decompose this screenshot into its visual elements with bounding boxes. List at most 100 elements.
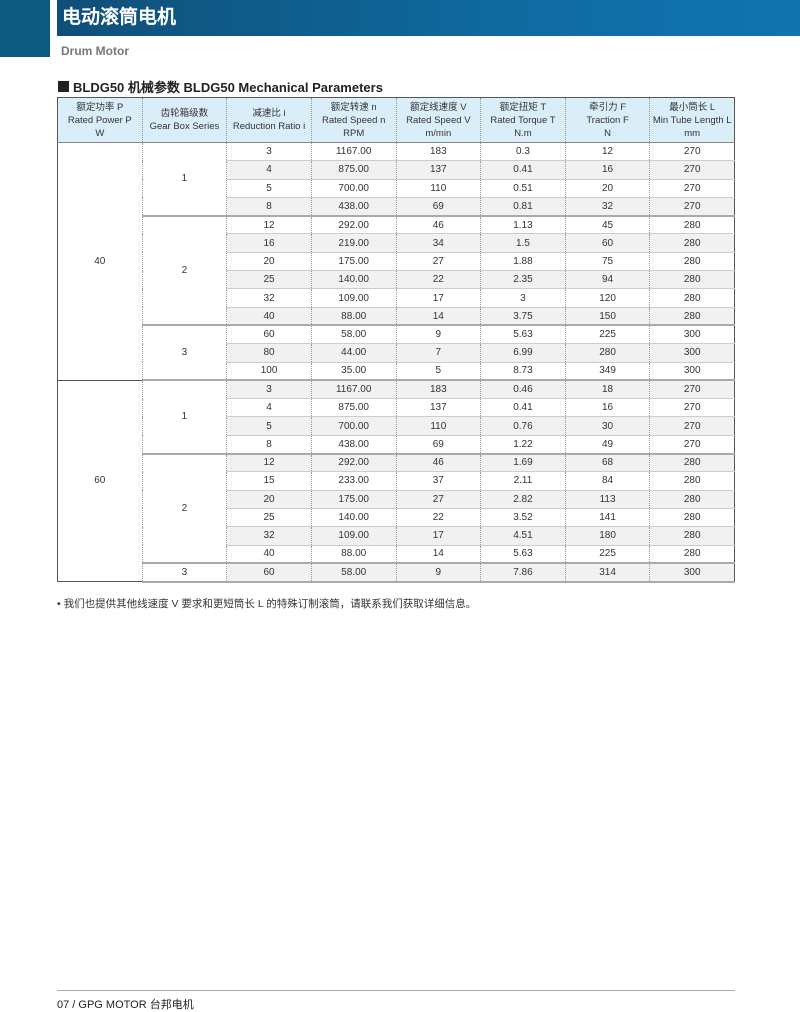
table-cell: 175.00 <box>310 252 396 272</box>
table-cell: 270 <box>649 142 735 162</box>
table-cell: 110 <box>395 179 481 198</box>
table-cell: 3 <box>480 288 566 308</box>
table-cell: 438.00 <box>310 197 396 217</box>
column-header-line: N.m <box>514 127 532 139</box>
column-header-line: Traction F <box>586 114 629 126</box>
table-cell: 8 <box>226 197 312 217</box>
table-cell: 2.82 <box>480 490 566 509</box>
table-cell: 16 <box>564 398 650 418</box>
footnote: • 我们也提供其他线速度 V 要求和更短筒长 L 的特殊订制滚筒，请联系我们获取… <box>57 598 477 610</box>
table-row: 2 12 292.00 46 1.69 68 280 <box>58 453 735 565</box>
table-cell: 292.00 <box>310 453 396 473</box>
table-row: 80 44.00 7 6.99 280 300 <box>58 343 735 363</box>
table-cell: 25 <box>226 270 312 290</box>
table-cell: 7 <box>395 343 481 363</box>
table-cell: 7.86 <box>480 563 566 583</box>
section-title: BLDG50 机械参数 BLDG50 Mechanical Parameters <box>58 77 383 96</box>
table-cell: 12 <box>226 215 312 235</box>
table-row: 4 875.00 137 0.41 16 270 <box>58 398 735 418</box>
table-cell: 69 <box>395 197 481 217</box>
table-cell: 4 <box>226 398 312 418</box>
table-cell: 1167.00 <box>310 142 396 162</box>
rated-power-cell: 60 <box>57 380 143 583</box>
table-row: 5 700.00 110 0.51 20 270 <box>58 179 735 198</box>
table-cell: 280 <box>649 288 735 308</box>
table-cell: 37 <box>395 471 481 491</box>
table-cell: 300 <box>649 563 735 583</box>
table-cell: 2.35 <box>480 270 566 290</box>
column-header-line: N <box>604 127 611 139</box>
table-cell: 270 <box>649 380 735 400</box>
table-cell: 1.5 <box>480 233 566 253</box>
table-row: 100 35.00 5 8.73 349 300 <box>58 362 735 382</box>
gear-series-cell: 2 <box>141 215 227 327</box>
table-cell: 270 <box>649 435 735 455</box>
table-cell: 280 <box>649 270 735 290</box>
table-cell: 438.00 <box>310 435 396 455</box>
table-cell: 4 <box>226 160 312 180</box>
footer-divider <box>57 990 735 991</box>
table-cell: 22 <box>395 508 481 528</box>
table-cell: 46 <box>395 215 481 235</box>
table-row: 4 875.00 137 0.41 16 270 <box>58 160 735 180</box>
table-cell: 270 <box>649 398 735 418</box>
column-header: 额定扭矩 T Rated Torque T N.m <box>480 97 566 143</box>
table-cell: 45 <box>564 215 650 235</box>
rated-power-cell: 40 <box>57 142 143 381</box>
table-cell: 32 <box>226 288 312 308</box>
table-cell: 84 <box>564 471 650 491</box>
table-cell: 12 <box>226 453 312 473</box>
parameters-table: 额定功率 P Rated Power P W 齿轮箱级数 Gear Box Series… <box>57 97 735 583</box>
table-cell: 140.00 <box>310 270 396 290</box>
square-bullet-icon <box>58 81 69 92</box>
table-cell: 69 <box>395 435 481 455</box>
table-cell: 175.00 <box>310 490 396 509</box>
column-header-line: 减速比 i <box>252 108 286 119</box>
table-cell: 280 <box>649 307 735 327</box>
table-cell: 280 <box>649 471 735 491</box>
page-subtitle: Drum Motor <box>61 44 129 58</box>
table-cell: 88.00 <box>310 545 396 565</box>
gear-series-cell: 1 <box>141 380 227 455</box>
table-cell: 60 <box>226 325 312 345</box>
column-header-line: Rated Torque T <box>490 114 556 126</box>
section-title-text: BLDG50 机械参数 BLDG50 Mechanical Parameters <box>73 80 383 95</box>
table-cell: 183 <box>395 380 481 400</box>
table-cell: 349 <box>564 362 650 382</box>
table-cell: 16 <box>564 160 650 180</box>
table-cell: 58.00 <box>310 325 396 345</box>
table-cell: 80 <box>226 343 312 363</box>
table-cell: 20 <box>564 179 650 198</box>
table-cell: 270 <box>649 197 735 217</box>
table-cell: 120 <box>564 288 650 308</box>
column-header-line: 额定扭矩 T <box>499 101 547 113</box>
table-cell: 4.51 <box>480 526 566 546</box>
table-cell: 3 <box>226 380 312 400</box>
table-cell: 20 <box>226 252 312 272</box>
column-header-line: Rated Speed V <box>406 114 471 126</box>
table-row: 40 1 3 1167.00 183 0.3 12 270 <box>57 142 735 381</box>
table-cell: 32 <box>564 197 650 217</box>
table-cell: 0.3 <box>480 142 566 162</box>
table-cell: 14 <box>395 307 481 327</box>
table-row: 2 12 292.00 46 1.13 45 280 <box>58 215 735 327</box>
table-cell: 280 <box>564 343 650 363</box>
table-cell: 18 <box>564 380 650 400</box>
column-header-line: Rated Power P <box>67 114 132 126</box>
table-cell: 5.63 <box>480 325 566 345</box>
table-cell: 280 <box>649 545 735 565</box>
gear-series-cell: 3 <box>141 325 227 382</box>
table-row: 32 109.00 17 4.51 180 280 <box>58 526 735 546</box>
table-row: 3 60 58.00 9 7.86 314 300 <box>58 563 735 583</box>
table-cell: 75 <box>564 252 650 272</box>
gear-series-cell: 2 <box>141 453 227 565</box>
table-cell: 34 <box>395 233 481 253</box>
table-row: 16 219.00 34 1.5 60 280 <box>58 233 735 253</box>
table-row: 32 109.00 17 3 120 280 <box>58 288 735 308</box>
table-cell: 0.46 <box>480 380 566 400</box>
table-cell: 68 <box>564 453 650 473</box>
table-cell: 17 <box>395 288 481 308</box>
table-cell: 8 <box>226 435 312 455</box>
